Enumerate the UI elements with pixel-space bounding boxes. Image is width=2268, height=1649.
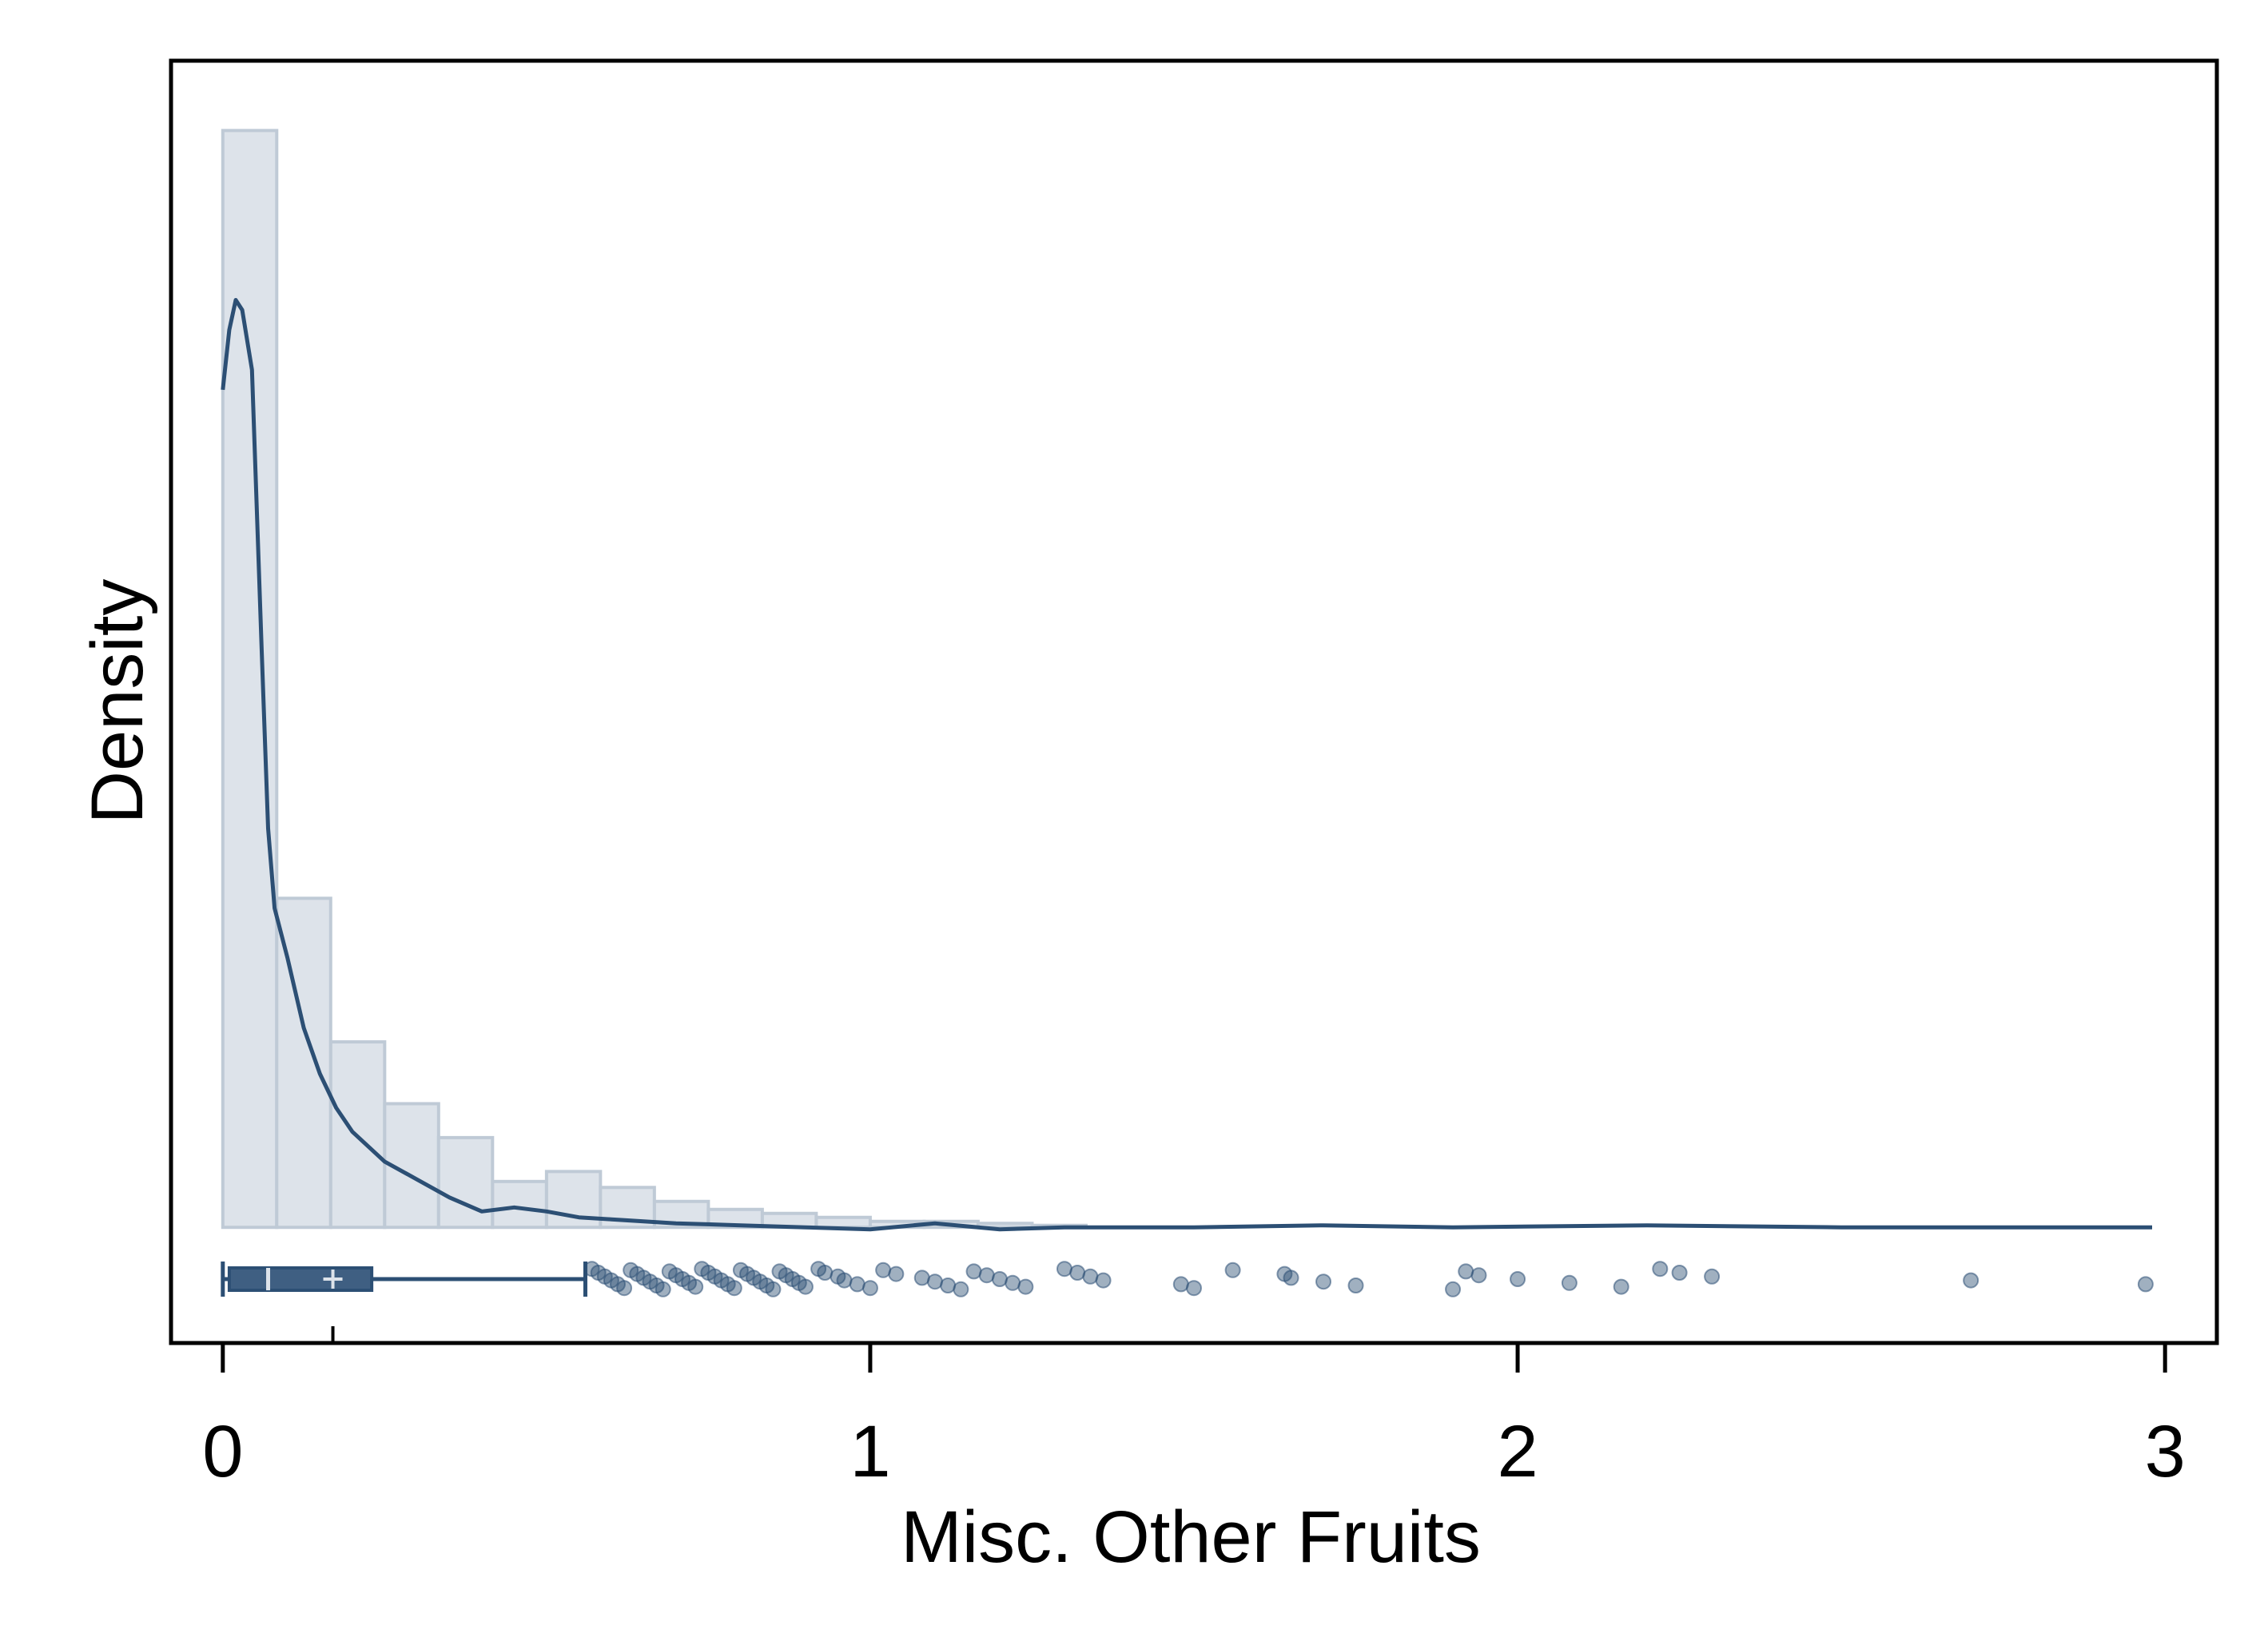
- plot-frame: [169, 58, 2219, 1345]
- outlier-point: [797, 1278, 814, 1295]
- histogram-bar: [491, 1179, 548, 1230]
- outlier-point: [875, 1262, 892, 1278]
- density-curve: [221, 298, 2152, 1232]
- histogram-bar: [814, 1215, 872, 1230]
- outlier-point: [926, 1274, 943, 1290]
- outlier-point: [836, 1272, 853, 1289]
- outlier-point: [1315, 1274, 1332, 1290]
- outlier-point: [1704, 1268, 1721, 1285]
- x-tick-label: 0: [202, 1411, 243, 1492]
- x-axis-label: Misc. Other Fruits: [901, 1496, 1481, 1578]
- outlier-point: [1082, 1268, 1099, 1285]
- outlier-point: [726, 1280, 742, 1297]
- outlier-point: [861, 1280, 878, 1297]
- outlier-point: [1095, 1272, 1112, 1289]
- outlier-point: [1671, 1265, 1688, 1281]
- outlier-point: [991, 1271, 1008, 1287]
- x-tick-label: 2: [1497, 1411, 1538, 1492]
- outlier-point: [1005, 1274, 1021, 1291]
- outlier-point: [1347, 1277, 1364, 1293]
- outlier-point: [1470, 1267, 1487, 1284]
- y-axis-label: Density: [77, 579, 158, 824]
- outlier-point: [817, 1265, 834, 1281]
- x-tick-label: 1: [850, 1411, 890, 1492]
- outlier-point: [1056, 1261, 1072, 1277]
- outlier-point: [978, 1267, 995, 1284]
- outlier-point: [940, 1277, 957, 1293]
- histogram-bar: [221, 129, 279, 1230]
- boxplot-box: [227, 1266, 374, 1292]
- outlier-point: [1186, 1280, 1202, 1297]
- outlier-point: [1445, 1281, 1462, 1297]
- outlier-point: [913, 1270, 930, 1286]
- x-tick-label: 3: [2145, 1411, 2186, 1492]
- outlier-point: [765, 1281, 782, 1297]
- histogram-bar: [436, 1135, 495, 1230]
- outlier-point: [1652, 1261, 1669, 1277]
- outlier-point: [849, 1276, 865, 1293]
- outlier-points: [583, 1261, 2154, 1297]
- outlier-point: [1224, 1262, 1241, 1278]
- outlier-point: [1458, 1263, 1474, 1280]
- boxplot: [221, 1262, 587, 1343]
- outlier-point: [616, 1280, 633, 1297]
- outlier-point: [888, 1266, 905, 1282]
- outlier-point: [1283, 1270, 1299, 1286]
- outlier-point: [1963, 1272, 1980, 1289]
- outlier-point: [1510, 1271, 1526, 1287]
- outlier-point: [1561, 1274, 1578, 1291]
- outlier-point: [1069, 1265, 1086, 1281]
- outlier-point: [965, 1263, 982, 1280]
- outlier-point: [2137, 1276, 2154, 1293]
- outlier-point: [953, 1281, 969, 1297]
- outlier-point: [1017, 1278, 1034, 1295]
- outlier-point: [1613, 1278, 1629, 1295]
- outlier-point: [655, 1281, 671, 1297]
- outlier-point: [687, 1278, 704, 1295]
- outlier-point: [1172, 1276, 1189, 1293]
- x-axis: 0 1 2 3: [202, 1343, 2186, 1492]
